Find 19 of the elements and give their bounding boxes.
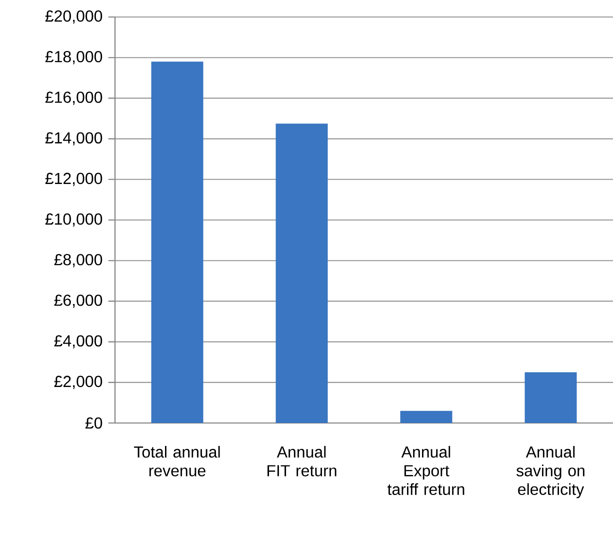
y-tick-label: £8,000 [54, 254, 102, 268]
y-tick-label: £6,000 [54, 294, 102, 308]
y-tick-label: £18,000 [45, 51, 102, 64]
x-tick-label: Total annual revenue [134, 446, 220, 476]
y-tick-label: £0 [85, 417, 102, 429]
bar [276, 124, 328, 424]
y-tick-label: £2,000 [54, 376, 102, 390]
bar [151, 62, 204, 424]
y-tick-label: £16,000 [45, 92, 102, 105]
bar [524, 372, 577, 424]
bar [400, 410, 452, 424]
x-tick-label: Annual saving on electricity [516, 446, 584, 498]
y-tick-label: £14,000 [45, 132, 102, 146]
y-tick-label: £20,000 [45, 10, 102, 24]
y-tick-label: £12,000 [45, 172, 102, 186]
x-tick-label: Annual FIT return [268, 446, 336, 476]
x-tick-label: Annual Export tariff return [388, 446, 464, 496]
y-tick-label: £10,000 [45, 213, 102, 227]
y-tick-label: £4,000 [54, 335, 102, 348]
